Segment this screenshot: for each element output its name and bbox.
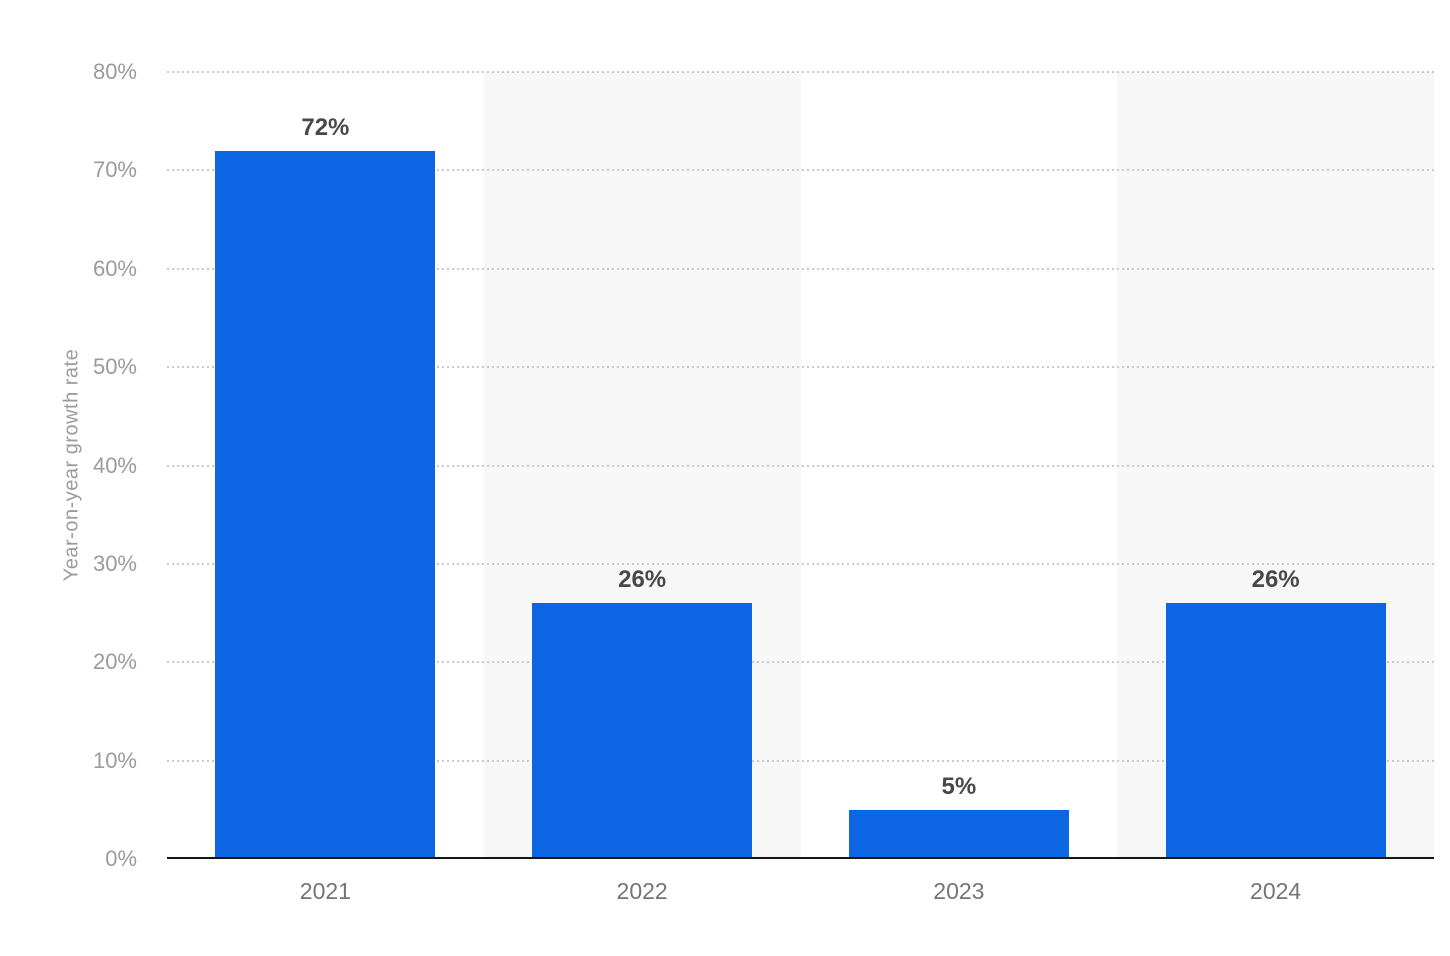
x-tick-label: 2024 [1250,878,1302,904]
bar-2024[interactable] [1165,603,1386,859]
y-tick-label: 60% [92,255,137,281]
y-tick-label: 0% [105,846,137,871]
x-axis-line [167,857,1434,859]
bar-2022[interactable] [532,603,753,859]
value-label: 72% [301,113,350,141]
gridline [167,464,1434,467]
y-tick-label: 80% [92,59,137,84]
gridline [167,71,1434,73]
gridline [167,661,1434,664]
x-tick-label: 2022 [616,878,668,904]
value-label: 26% [618,566,667,594]
x-tick-label: 2021 [299,878,351,904]
x-tick-label: 2023 [933,878,985,904]
bar-2023[interactable] [848,809,1069,859]
plot-area: 72% 26% 5% 26% [167,71,1434,859]
y-tick-label: 40% [92,452,137,478]
value-label: 5% [941,772,977,800]
bar-2021[interactable] [215,150,436,859]
y-tick-label: 50% [92,354,137,380]
gridline [167,169,1434,172]
gridline [167,759,1434,762]
gridline [167,366,1434,369]
gridline [167,267,1434,270]
y-tick-label: 70% [92,157,137,183]
y-tick-label: 10% [92,747,137,773]
y-tick-label: 20% [92,649,137,675]
value-label: 26% [1251,566,1300,594]
y-tick-label: 30% [92,550,137,576]
gridline [167,562,1434,565]
